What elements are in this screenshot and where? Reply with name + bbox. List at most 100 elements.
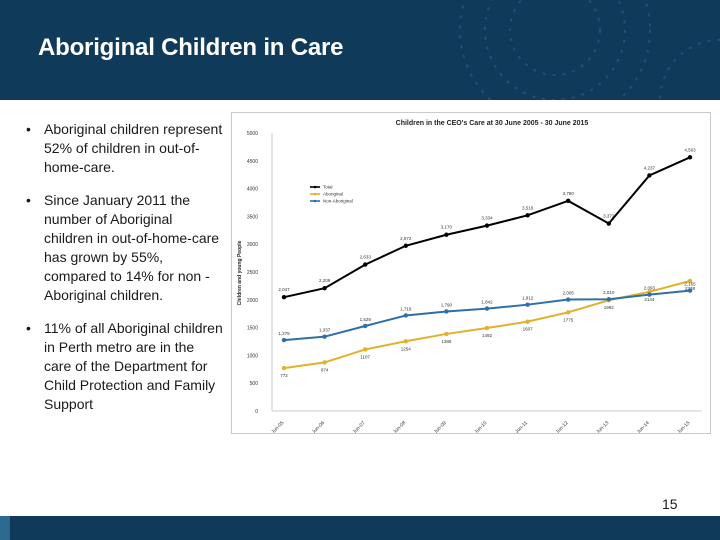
data-label: 2144 <box>644 297 655 302</box>
data-label: 1,790 <box>441 302 453 307</box>
data-point <box>647 292 652 297</box>
header-decoration <box>459 0 720 100</box>
chart-title: Children in the CEO's Care at 30 June 20… <box>396 120 589 127</box>
bullet-marker: • <box>26 320 31 336</box>
x-tick-label: Jun-13 <box>595 420 610 433</box>
data-label: 1775 <box>563 317 574 322</box>
data-label: 1,842 <box>481 300 493 305</box>
data-label: 1,912 <box>522 296 534 301</box>
data-label: 1107 <box>360 354 370 359</box>
data-point <box>281 365 287 371</box>
bullet-item: • Aboriginal children represent 52% of c… <box>26 120 224 177</box>
data-point <box>281 337 287 343</box>
bullet-text: Since January 2011 the number of Aborigi… <box>44 192 220 303</box>
legend-marker <box>313 185 317 189</box>
data-point <box>363 262 368 267</box>
x-tick-label: Jun-15 <box>676 420 691 433</box>
data-label: 1492 <box>482 333 493 338</box>
line-chart: Children in the CEO's Care at 30 June 20… <box>237 120 702 433</box>
data-point <box>444 232 449 237</box>
data-point <box>566 310 571 315</box>
series-line-aboriginal <box>283 280 691 370</box>
data-label: 2,633 <box>360 255 372 260</box>
data-point <box>484 223 490 228</box>
data-point <box>566 297 571 302</box>
chart-series: 2,047 2,209 2,633 2,972 3,170 3,334 3,519 3,780… <box>278 147 696 378</box>
data-point <box>647 173 652 178</box>
bullet-item: • Since January 2011 the number of Abori… <box>26 191 224 305</box>
data-label: 3,519 <box>522 205 534 210</box>
chart-legend: Total Aboriginal Non-Aboriginal <box>310 185 353 204</box>
data-label: 874 <box>321 367 329 372</box>
x-tick-label: Jun-07 <box>352 420 367 433</box>
data-point <box>363 323 368 329</box>
data-point <box>281 294 287 300</box>
data-point <box>525 302 530 307</box>
page-number: 15 <box>662 496 678 512</box>
data-label: 3,780 <box>563 191 575 196</box>
x-tick-label: Jun-05 <box>270 420 285 433</box>
data-label: 3,372 <box>603 214 615 219</box>
data-label: 1254 <box>401 346 412 351</box>
x-tick-label: Jun-09 <box>433 420 448 433</box>
x-tick-label: Jun-14 <box>636 420 651 433</box>
chart-axes: 0 500 1000 1500 2000 2500 3000 3500 4000 4500 5000… <box>247 131 702 433</box>
data-point <box>322 360 327 365</box>
y-tick-label: 2500 <box>247 270 258 276</box>
x-tick-label: Jun-12 <box>555 420 570 433</box>
bullet-text: 11% of all Aboriginal children in Perth … <box>44 320 223 412</box>
data-label: 1,718 <box>400 306 412 311</box>
data-label: 1992 <box>604 305 615 310</box>
y-tick-label: 4500 <box>247 159 258 165</box>
y-tick-label: 1500 <box>247 326 258 332</box>
y-tick-label: 0 <box>255 409 258 415</box>
footer-accent <box>0 516 10 540</box>
y-tick-label: 3000 <box>247 242 258 248</box>
data-point <box>403 313 408 318</box>
legend-label: Aboriginal <box>323 192 343 197</box>
data-label: 2,093 <box>644 286 656 291</box>
data-label: 4,237 <box>644 165 656 170</box>
x-tick-label: Jun-08 <box>392 420 407 433</box>
data-point <box>444 309 449 314</box>
data-label: 1607 <box>523 327 534 332</box>
data-label: 4,563 <box>684 147 696 152</box>
data-label: 2,047 <box>278 287 290 292</box>
data-point <box>687 155 693 160</box>
bullet-marker: • <box>26 121 31 137</box>
x-tick-label: Jun-11 <box>514 420 529 433</box>
data-point <box>606 221 611 226</box>
data-point <box>444 331 449 337</box>
data-point <box>363 347 368 352</box>
data-label: 1,275 <box>278 331 290 336</box>
data-point <box>403 339 408 344</box>
data-label: 1386 <box>441 339 452 344</box>
data-label: 3,170 <box>441 225 453 230</box>
data-point <box>687 288 693 293</box>
chart-frame: Children in the CEO's Care at 30 June 20… <box>231 112 711 434</box>
data-point <box>322 285 327 291</box>
y-tick-label: 3500 <box>247 214 258 220</box>
slide-title: Aboriginal Children in Care <box>38 34 344 61</box>
legend-label: Total <box>323 185 333 190</box>
slide-footer <box>0 516 720 540</box>
bullet-text: Aboriginal children represent 52% of chi… <box>44 121 223 175</box>
data-label: 2,010 <box>603 290 615 295</box>
slide-header: Aboriginal Children in Care <box>0 0 720 100</box>
data-label: 3,334 <box>481 216 493 221</box>
data-label: 2,005 <box>563 291 575 296</box>
y-tick-label: 1000 <box>247 353 258 359</box>
y-axis-label: Children and young People <box>237 240 243 305</box>
y-tick-label: 4000 <box>247 187 258 193</box>
legend-marker <box>313 192 317 196</box>
y-tick-label: 5000 <box>247 131 258 137</box>
data-point <box>484 306 490 311</box>
bullet-marker: • <box>26 192 31 208</box>
data-label: 2,209 <box>319 278 331 283</box>
data-point <box>403 243 408 248</box>
data-point <box>322 334 327 339</box>
data-label: 1,529 <box>360 317 372 322</box>
data-point <box>525 319 530 324</box>
data-point <box>525 213 530 218</box>
x-tick-label: Jun-10 <box>473 420 488 433</box>
